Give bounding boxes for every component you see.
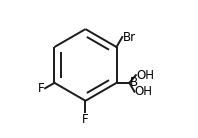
Text: OH: OH <box>135 85 153 98</box>
Text: OH: OH <box>136 69 154 82</box>
Text: F: F <box>38 82 45 95</box>
Text: Br: Br <box>123 31 136 44</box>
Text: B: B <box>130 76 138 89</box>
Text: F: F <box>82 113 89 126</box>
